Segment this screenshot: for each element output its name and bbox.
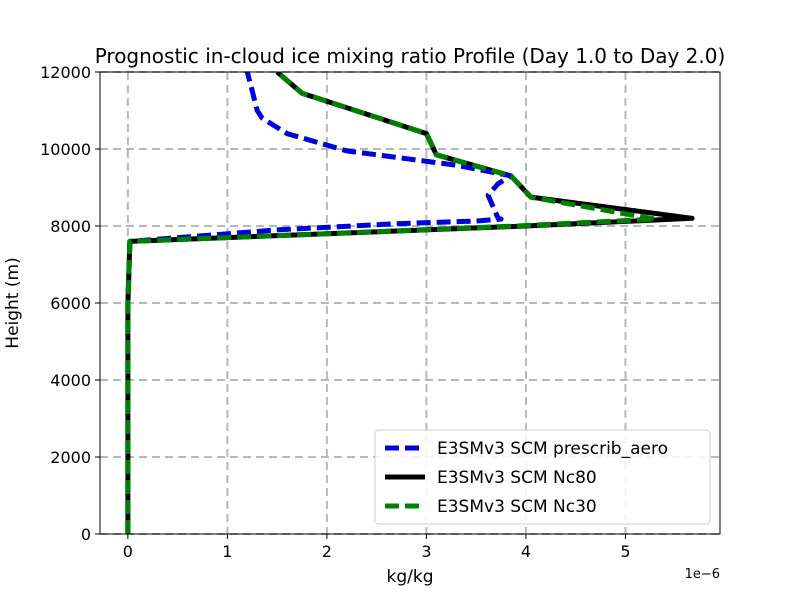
x-tick-label: 4 [521, 542, 531, 561]
y-tick-label: 2000 [50, 448, 91, 467]
x-tick-label: 5 [620, 542, 630, 561]
legend: E3SMv3 SCM prescrib_aero E3SMv3 SCM Nc80 E… [374, 429, 711, 525]
legend-box [374, 429, 711, 525]
y-tick-label: 0 [81, 525, 91, 544]
x-tick-label: 1 [222, 542, 232, 561]
x-axis-label: kg/kg [387, 567, 434, 587]
y-axis-label: Height (m) [3, 257, 23, 348]
y-tick-label: 4000 [50, 371, 91, 390]
y-tick-label: 8000 [50, 217, 91, 236]
y-tick-label: 6000 [50, 294, 91, 313]
legend-label: E3SMv3 SCM Nc80 [437, 468, 597, 488]
series-layer [125, 72, 695, 534]
y-tick-label: 10000 [40, 140, 91, 159]
legend-label: E3SMv3 SCM Nc30 [437, 497, 597, 517]
x-tick-label: 0 [123, 542, 133, 561]
series-line-e3smv3-scm-nc30 [125, 72, 658, 534]
y-tick-label: 12000 [40, 63, 91, 82]
x-tick-label: 3 [421, 542, 431, 561]
x-axis-ticks: 0 1 2 3 4 5 [123, 534, 631, 561]
x-axis-offset-label: 1e−6 [685, 567, 720, 582]
chart-title: Prognostic in-cloud ice mixing ratio Pro… [95, 44, 726, 68]
legend-label: E3SMv3 SCM prescrib_aero [437, 439, 668, 459]
x-tick-label: 2 [322, 542, 332, 561]
series-line-e3smv3-scm-prescrib-aero [125, 72, 514, 534]
y-axis-ticks: 0 2000 4000 6000 8000 10000 12000 [40, 63, 100, 544]
